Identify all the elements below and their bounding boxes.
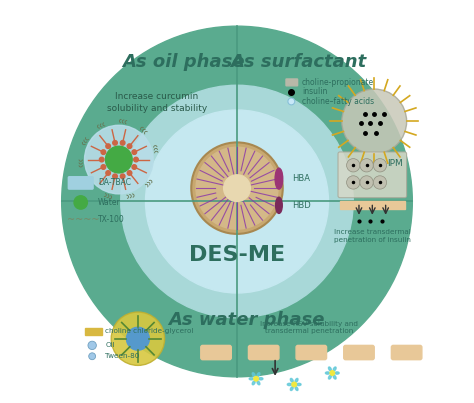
Circle shape xyxy=(132,150,137,154)
Text: Increase RSV solubility and
transdermal penetration: Increase RSV solubility and transdermal … xyxy=(260,320,358,334)
FancyBboxPatch shape xyxy=(201,345,231,360)
Text: HBA: HBA xyxy=(292,174,310,183)
Text: choline–fatty acids: choline–fatty acids xyxy=(302,97,374,106)
Text: DES-ME: DES-ME xyxy=(189,245,285,265)
Ellipse shape xyxy=(252,373,255,376)
Circle shape xyxy=(146,110,328,293)
Ellipse shape xyxy=(275,197,282,214)
Ellipse shape xyxy=(249,378,254,380)
Circle shape xyxy=(224,175,250,202)
FancyBboxPatch shape xyxy=(338,152,407,198)
Text: IPM: IPM xyxy=(387,159,403,168)
Bar xyxy=(340,202,405,209)
Circle shape xyxy=(191,142,283,234)
Text: Increase transdermal
penetration of insulin: Increase transdermal penetration of insu… xyxy=(334,229,411,243)
Text: Oil: Oil xyxy=(106,343,115,348)
Circle shape xyxy=(342,89,407,154)
Circle shape xyxy=(113,141,117,145)
Circle shape xyxy=(127,171,132,175)
Ellipse shape xyxy=(326,372,329,374)
Ellipse shape xyxy=(328,367,331,371)
Text: Increase curcumin
solubility and stability: Increase curcumin solubility and stabili… xyxy=(107,92,207,113)
FancyBboxPatch shape xyxy=(68,177,93,189)
Text: DA-TBAC: DA-TBAC xyxy=(98,178,131,187)
Circle shape xyxy=(346,159,360,172)
Circle shape xyxy=(106,146,132,173)
FancyBboxPatch shape xyxy=(296,345,327,360)
Circle shape xyxy=(88,341,96,349)
Ellipse shape xyxy=(297,383,301,386)
Circle shape xyxy=(120,174,125,179)
FancyBboxPatch shape xyxy=(286,79,298,86)
Circle shape xyxy=(106,144,110,148)
Ellipse shape xyxy=(252,381,255,385)
Circle shape xyxy=(254,376,258,381)
FancyBboxPatch shape xyxy=(392,345,422,360)
Text: As oil phase: As oil phase xyxy=(122,53,245,71)
FancyBboxPatch shape xyxy=(344,345,374,360)
Circle shape xyxy=(360,159,373,172)
Text: As surfactant: As surfactant xyxy=(230,53,366,71)
Ellipse shape xyxy=(291,387,293,391)
Text: HBD: HBD xyxy=(292,201,311,210)
Ellipse shape xyxy=(295,378,298,382)
Circle shape xyxy=(373,176,387,189)
Circle shape xyxy=(360,176,373,189)
Ellipse shape xyxy=(287,383,292,386)
Ellipse shape xyxy=(295,387,298,391)
Ellipse shape xyxy=(257,373,260,376)
Text: choline-propionate: choline-propionate xyxy=(302,78,374,87)
FancyBboxPatch shape xyxy=(248,345,279,360)
Text: TX-100: TX-100 xyxy=(98,215,125,224)
Text: choline chloride-glycerol: choline chloride-glycerol xyxy=(106,328,194,334)
Ellipse shape xyxy=(259,378,263,380)
Circle shape xyxy=(84,125,153,194)
Circle shape xyxy=(127,144,132,148)
Circle shape xyxy=(100,157,104,162)
Circle shape xyxy=(111,312,164,366)
Text: Tween-80: Tween-80 xyxy=(106,353,140,359)
Ellipse shape xyxy=(257,381,260,385)
Ellipse shape xyxy=(328,375,331,379)
Circle shape xyxy=(62,26,412,377)
Circle shape xyxy=(106,171,110,175)
Circle shape xyxy=(113,174,117,179)
Ellipse shape xyxy=(335,372,339,374)
Circle shape xyxy=(101,150,106,154)
Circle shape xyxy=(288,98,295,105)
Ellipse shape xyxy=(275,168,283,189)
Ellipse shape xyxy=(333,367,336,371)
Bar xyxy=(84,328,102,335)
Circle shape xyxy=(120,141,125,145)
Circle shape xyxy=(121,85,353,318)
Circle shape xyxy=(132,165,137,169)
Text: Water: Water xyxy=(98,198,120,207)
Ellipse shape xyxy=(291,378,293,382)
Circle shape xyxy=(101,165,106,169)
Ellipse shape xyxy=(333,375,336,379)
Circle shape xyxy=(74,196,87,209)
Text: ~~~~: ~~~~ xyxy=(67,215,100,224)
Circle shape xyxy=(330,371,335,375)
Text: As water phase: As water phase xyxy=(168,311,325,329)
Circle shape xyxy=(89,353,96,360)
Circle shape xyxy=(373,159,387,172)
Text: insulin: insulin xyxy=(302,87,327,96)
Circle shape xyxy=(346,176,360,189)
Circle shape xyxy=(292,382,296,387)
Circle shape xyxy=(127,327,149,350)
Circle shape xyxy=(196,147,278,229)
Circle shape xyxy=(134,157,138,162)
